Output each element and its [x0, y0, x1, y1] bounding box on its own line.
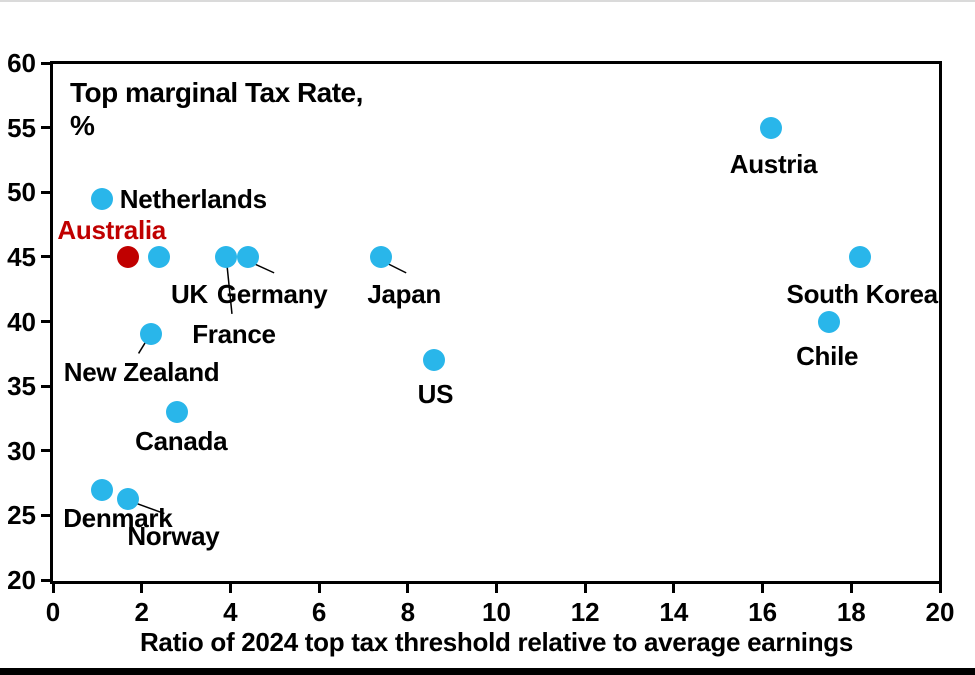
y-tick-label: 35 — [7, 371, 36, 402]
point-label-denmark: Denmark — [63, 502, 173, 533]
chart-title: Top marginal Tax Rate, % — [70, 76, 363, 142]
scatter-point-germany — [237, 245, 260, 268]
y-tick-mark — [41, 126, 50, 130]
y-tick-label: 45 — [7, 241, 36, 272]
scatter-point-netherlands — [90, 187, 113, 210]
y-tick-mark — [41, 61, 50, 65]
y-tick-label: 60 — [7, 48, 36, 78]
scatter-point-australia — [117, 245, 140, 268]
y-tick-mark — [41, 255, 50, 259]
y-tick-mark — [41, 449, 50, 453]
x-tick-label: 10 — [482, 597, 511, 627]
x-tick-label: 16 — [748, 597, 778, 627]
x-tick-mark — [938, 584, 942, 593]
plot-area — [50, 61, 942, 584]
point-label-australia: Australia — [57, 214, 166, 245]
scatter-point-austria — [760, 116, 783, 139]
scatter-point-france — [214, 245, 237, 268]
x-tick-label: 0 — [45, 597, 61, 627]
x-tick-mark — [317, 584, 321, 593]
scatter-point-canada — [166, 400, 189, 423]
scatter-point-new-zealand — [139, 323, 162, 346]
point-label-canada: Canada — [135, 425, 228, 456]
page-bottom-bar — [0, 668, 975, 675]
x-tick-mark — [495, 584, 498, 593]
y-tick-mark — [41, 190, 50, 194]
scatter-point-chile — [818, 310, 841, 333]
point-label-new-zealand: New Zealand — [63, 357, 220, 388]
point-label-japan: Japan — [367, 278, 442, 309]
point-label-germany: Germany — [216, 278, 328, 309]
x-tick-label: 4 — [223, 597, 238, 627]
point-label-netherlands: Netherlands — [119, 183, 267, 214]
x-axis-label: Ratio of 2024 top tax threshold relative… — [139, 627, 854, 657]
x-tick-mark — [406, 584, 410, 593]
point-label-austria: Austria — [729, 148, 818, 179]
y-tick-label: 20 — [7, 565, 36, 595]
x-tick-mark — [583, 584, 587, 593]
scatter-point-south-korea — [849, 245, 872, 268]
x-tick-label: 18 — [836, 597, 866, 627]
page-top-border — [0, 0, 975, 2]
x-tick-mark — [761, 584, 765, 593]
scatter-point-denmark — [90, 478, 113, 501]
x-tick-label: 6 — [311, 597, 327, 627]
point-label-chile: Chile — [796, 340, 859, 371]
y-tick-label: 50 — [7, 177, 36, 208]
y-tick-label: 40 — [7, 306, 36, 337]
scatter-point-norway — [117, 487, 140, 510]
y-tick-mark — [41, 384, 50, 388]
chart-title-line2: % — [70, 110, 95, 141]
x-tick-mark — [228, 584, 232, 593]
x-tick-label: 14 — [659, 597, 689, 627]
chart-title-line1: Top marginal Tax Rate, — [70, 77, 363, 108]
y-tick-label: 25 — [7, 500, 36, 531]
scatter-point-japan — [370, 245, 393, 268]
x-tick-label: 2 — [134, 597, 149, 627]
y-tick-label: 55 — [7, 112, 36, 143]
x-tick-mark — [849, 584, 853, 593]
point-label-south-korea: South Korea — [786, 278, 939, 309]
y-tick-mark — [41, 513, 50, 517]
point-label-us: US — [417, 379, 454, 410]
x-tick-label: 12 — [570, 597, 600, 627]
point-label-france: France — [192, 318, 276, 349]
x-tick-mark — [51, 584, 55, 593]
scatter-point-us — [423, 349, 446, 372]
scatter-point-uk — [148, 245, 171, 268]
point-label-norway: Norway — [127, 520, 220, 551]
y-tick-mark — [41, 578, 50, 582]
y-tick-label: 30 — [7, 435, 36, 466]
x-tick-label: 8 — [400, 597, 416, 627]
x-tick-mark — [140, 584, 144, 593]
point-label-uk: UK — [170, 278, 208, 309]
x-tick-mark — [672, 584, 676, 593]
y-tick-mark — [41, 320, 50, 323]
x-tick-label: 20 — [925, 597, 955, 627]
